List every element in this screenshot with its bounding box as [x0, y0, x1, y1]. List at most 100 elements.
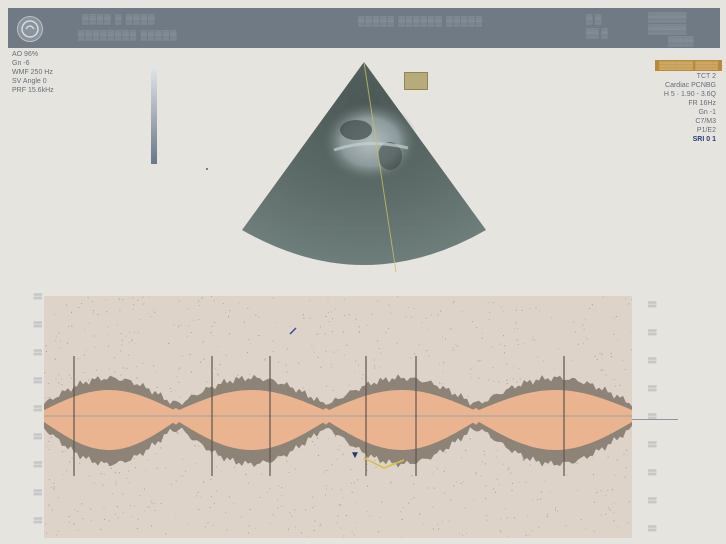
speckle-dot — [377, 300, 379, 302]
speckle-dot — [557, 510, 559, 512]
speckle-dot — [308, 317, 310, 319]
speckle-dot — [452, 349, 454, 351]
speckle-dot — [45, 523, 47, 525]
speckle-dot — [582, 324, 584, 326]
speckle-dot — [286, 348, 288, 350]
speckle-dot — [318, 455, 319, 457]
speckle-dot — [601, 354, 602, 356]
speckle-dot — [432, 506, 434, 508]
speckle-dot — [585, 336, 587, 338]
speckle-dot — [456, 345, 458, 347]
speckle-dot — [488, 379, 490, 381]
scale-tick: ▒▒ — [648, 470, 657, 476]
speckle-dot — [340, 527, 342, 529]
speckle-dot — [295, 511, 297, 513]
speckle-dot — [281, 487, 283, 489]
speckle-dot — [217, 373, 219, 375]
speckle-dot — [331, 311, 333, 313]
speckle-dot — [506, 363, 508, 365]
speckle-dot — [144, 510, 146, 512]
speckle-dot — [120, 374, 122, 376]
speckle-dot — [281, 495, 283, 497]
speckle-dot — [110, 468, 112, 469]
speckle-dot — [302, 314, 304, 316]
scale-tick: ▒▒ — [33, 294, 42, 300]
speckle-dot — [496, 449, 498, 451]
speckle-dot — [613, 379, 615, 380]
speckle-dot — [548, 463, 550, 465]
speckle-dot — [46, 532, 48, 534]
speckle-dot — [203, 358, 205, 360]
speckle-dot — [479, 360, 481, 362]
speckle-dot — [338, 449, 340, 451]
speckle-dot — [54, 358, 56, 360]
speckle-dot — [128, 470, 130, 472]
speckle-dot — [369, 515, 371, 517]
speckle-dot — [53, 482, 55, 484]
speckle-dot — [309, 389, 311, 391]
speckle-dot — [628, 501, 630, 503]
speckle-dot — [540, 491, 542, 493]
speckle-dot — [378, 366, 380, 368]
speckle-dot — [60, 340, 62, 342]
speckle-dot — [220, 471, 222, 473]
scale-tick: ▒▒ — [33, 406, 42, 412]
speckle-dot — [612, 489, 613, 491]
speckle-dot — [432, 472, 434, 474]
speckle-dot — [225, 512, 227, 514]
speckle-dot — [613, 520, 615, 522]
speckle-dot — [366, 463, 368, 465]
speckle-dot — [355, 360, 357, 362]
ecg-spikes — [73, 356, 565, 476]
speckle-dot — [326, 488, 328, 490]
speckle-dot — [508, 467, 510, 469]
speckle-dot — [495, 491, 496, 493]
speckle-dot — [238, 302, 240, 304]
speckle-dot — [87, 297, 89, 299]
speckle-dot — [419, 513, 421, 515]
speckle-dot — [532, 339, 534, 341]
speckle-dot — [492, 488, 494, 490]
speckle-dot — [216, 490, 218, 492]
speckle-dot — [206, 381, 208, 383]
speckle-dot — [485, 498, 487, 500]
speckle-dot — [110, 375, 112, 377]
speckle-dot — [228, 333, 230, 335]
speckle-dot — [61, 384, 63, 386]
speckle-dot — [48, 441, 50, 442]
speckle-dot — [571, 360, 572, 361]
speckle-dot — [48, 383, 50, 385]
speckle-dot — [492, 367, 494, 369]
speckle-dot — [319, 525, 321, 527]
speckle-dot — [459, 532, 460, 534]
speckle-dot — [476, 471, 478, 473]
speckle-dot — [88, 379, 90, 381]
speckle-dot — [81, 503, 83, 505]
speckle-dot — [148, 313, 149, 315]
speckle-dot — [464, 449, 466, 451]
speckle-dot — [120, 333, 122, 334]
speckle-dot — [418, 344, 420, 346]
speckle-dot — [51, 509, 53, 511]
speckle-dot — [512, 365, 514, 367]
speckle-dot — [582, 342, 584, 344]
speckle-dot — [390, 312, 392, 314]
speckle-dot — [486, 515, 488, 517]
speckle-dot — [614, 502, 615, 504]
speckle-dot — [314, 520, 316, 522]
speckle-dot — [464, 507, 466, 509]
speckle-dot — [151, 525, 153, 527]
speckle-dot — [314, 444, 316, 446]
speckle-dot — [445, 338, 446, 340]
speckle-dot — [288, 472, 290, 473]
speckle-dot — [390, 481, 392, 483]
speckle-dot — [135, 366, 137, 368]
speckle-dot — [414, 353, 416, 355]
right-velocity-scale: ▒▒ ▒▒ ▒▒ ▒▒ ▒▒ ▒▒ ▒▒ ▒▒ ▒▒ — [648, 302, 718, 534]
speckle-dot — [330, 363, 332, 365]
speckle-dot — [121, 339, 123, 341]
speckle-dot — [118, 298, 120, 300]
speckle-dot — [71, 377, 73, 379]
speckle-dot — [574, 331, 576, 333]
param-fr: FR 16Hz — [688, 100, 716, 107]
